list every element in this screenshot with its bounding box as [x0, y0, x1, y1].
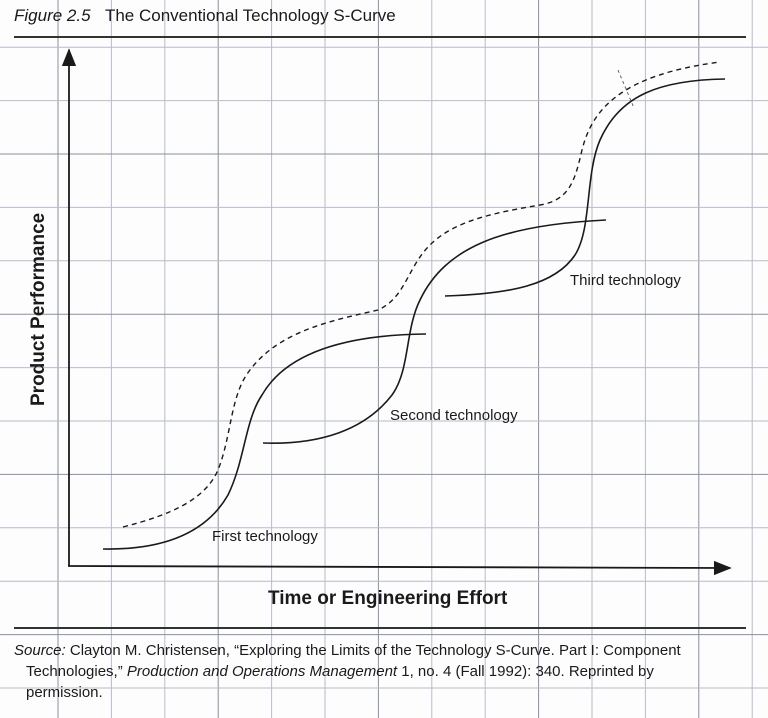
caption-rule: [14, 627, 746, 629]
third-technology-curve: [444, 78, 726, 297]
caption-part1: Clayton M. Christensen, “Exploring the L…: [69, 642, 681, 659]
caption-part3: 1, no. 4 (Fall 1992): 340. Reprinted by: [401, 663, 654, 680]
figure-title: Figure 2.5 The Conventional Technology S…: [14, 6, 396, 26]
caption-journal: Production and Operations Management: [126, 663, 398, 680]
figure-number: Figure 2.5: [14, 6, 91, 25]
second-technology-label: Second technology: [390, 407, 518, 424]
caption-part4: permission.: [26, 684, 103, 701]
x-axis: [67, 560, 732, 576]
second-technology-curve: [262, 219, 607, 444]
third-technology-label: Third technology: [570, 272, 681, 289]
y-axis-label: Product Performance: [28, 212, 49, 406]
crossover-tick-mark: [617, 69, 635, 109]
source-caption: Source: Clayton M. Christensen, “Explori…: [14, 640, 749, 703]
figure-title-text: The Conventional Technology S-Curve: [104, 6, 396, 25]
first-technology-curve: [102, 333, 427, 550]
x-axis-label: Time or Engineering Effort: [268, 588, 508, 609]
title-rule: [14, 36, 746, 38]
first-technology-label: First technology: [212, 528, 318, 545]
caption-part2: Technologies,”: [26, 663, 123, 680]
source-label: Source:: [14, 642, 66, 659]
envelope-dashed-curve: [122, 61, 721, 528]
